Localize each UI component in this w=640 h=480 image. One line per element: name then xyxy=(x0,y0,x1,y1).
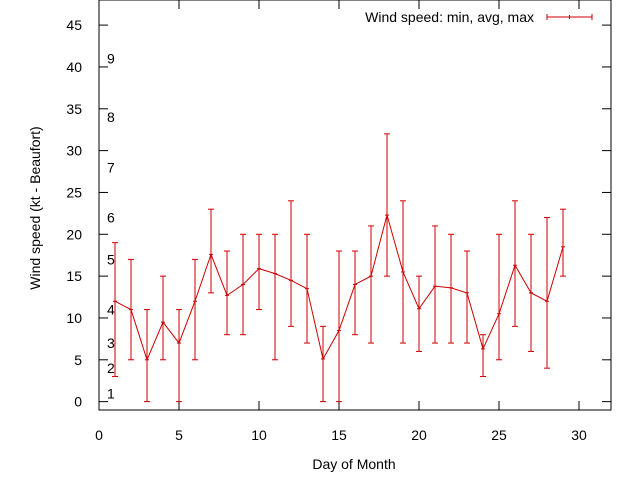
beaufort-labels: 1 2 3 4 5 6 7 8 9 xyxy=(107,51,115,402)
x-tick-label: 30 xyxy=(571,427,587,443)
x-tick-label: 10 xyxy=(251,427,267,443)
y-tick-label: 30 xyxy=(66,143,82,159)
y-tick-label: 25 xyxy=(66,184,82,200)
beaufort-label: 5 xyxy=(107,251,115,267)
y-tick-label: 0 xyxy=(74,394,82,410)
x-tick-label: 20 xyxy=(411,427,427,443)
y-tick-label: 35 xyxy=(66,101,82,117)
beaufort-label: 8 xyxy=(107,109,115,125)
x-tick-label: 15 xyxy=(331,427,347,443)
x-tick-label: 5 xyxy=(175,427,183,443)
legend: Wind speed: min, avg, max xyxy=(365,9,593,25)
x-tick-label: 0 xyxy=(95,427,103,443)
plot-border xyxy=(98,0,612,411)
legend-label: Wind speed: min, avg, max xyxy=(365,9,534,25)
y-tick-label: 40 xyxy=(66,59,82,75)
beaufort-label: 7 xyxy=(107,159,115,175)
x-axis-label: Day of Month xyxy=(312,456,395,472)
beaufort-label: 1 xyxy=(107,385,115,401)
series-layer xyxy=(112,133,566,403)
y-tick-label: 5 xyxy=(74,352,82,368)
y-tick-label: 10 xyxy=(66,310,82,326)
beaufort-label: 4 xyxy=(107,302,115,318)
plot-frame xyxy=(98,0,612,411)
beaufort-label: 9 xyxy=(107,51,115,67)
y-tick-label: 20 xyxy=(66,226,82,242)
x-axis: 0 5 10 15 20 25 30 xyxy=(95,0,587,443)
y-tick-label: 15 xyxy=(66,268,82,284)
beaufort-label: 6 xyxy=(107,210,115,226)
beaufort-label: 3 xyxy=(107,335,115,351)
y-tick-label: 45 xyxy=(66,17,82,33)
beaufort-label: 2 xyxy=(107,360,115,376)
x-tick-label: 25 xyxy=(491,427,507,443)
y-axis-label: Wind speed (kt - Beaufort) xyxy=(27,126,43,289)
